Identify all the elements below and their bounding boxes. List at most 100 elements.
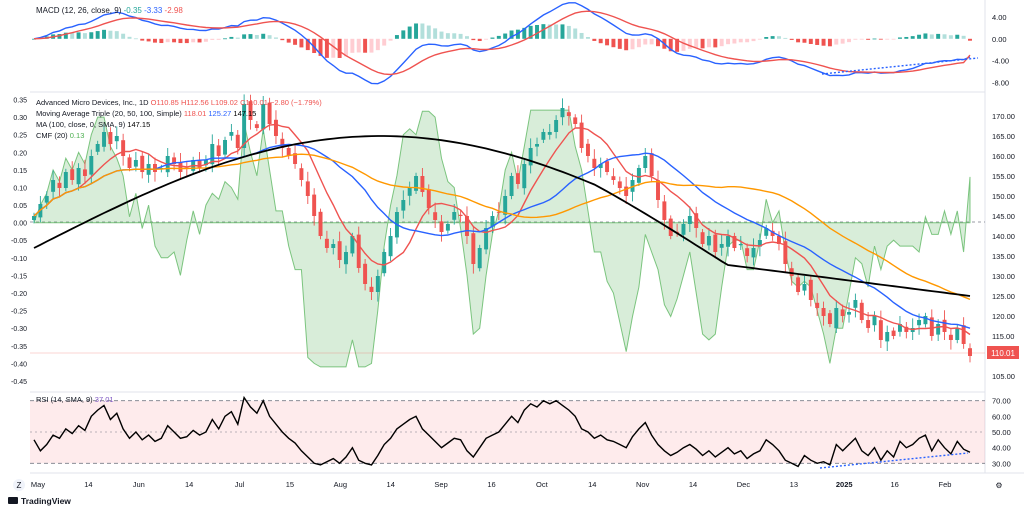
price-tick-label: 130.00 xyxy=(992,272,1015,281)
candle-body xyxy=(477,248,482,269)
candle-body xyxy=(592,158,597,168)
rsi-divergence-line xyxy=(819,452,969,469)
macd-hist-bar xyxy=(452,33,457,39)
macd-hist-bar xyxy=(477,38,482,42)
macd-hist-bar xyxy=(649,38,654,45)
price-tick-label: 155.00 xyxy=(992,172,1015,181)
macd-hist-bar xyxy=(827,38,832,47)
candle-body xyxy=(242,104,247,148)
candle-body xyxy=(471,233,476,264)
macd-hist-bar xyxy=(706,38,711,48)
x-tick-label: Jun xyxy=(133,480,145,489)
x-tick-label: 13 xyxy=(790,480,798,489)
candle-body xyxy=(229,132,234,136)
candle-body xyxy=(305,181,310,196)
candle-body xyxy=(216,145,221,156)
macd-hist-bar xyxy=(624,38,629,51)
candle-body xyxy=(82,169,87,176)
candle-body xyxy=(796,277,801,292)
candle-body xyxy=(598,164,603,168)
macd-hist-bar xyxy=(770,36,775,39)
macd-hist-bar xyxy=(535,24,539,39)
candle-body xyxy=(426,189,431,208)
candle-body xyxy=(515,173,520,184)
candle-body xyxy=(197,160,202,168)
macd-hist-bar xyxy=(490,37,495,39)
macd-hist-bar xyxy=(840,38,845,44)
macd-hist-bar xyxy=(337,38,342,58)
cmf-tick-label: -0.15 xyxy=(11,273,27,280)
candle-body xyxy=(503,196,508,215)
macd-hist-bar xyxy=(248,34,253,39)
macd-hist-bar xyxy=(643,38,648,45)
macd-hist-bar xyxy=(331,38,336,58)
cmf-legend: CMF (20) 0.13 xyxy=(36,131,84,140)
rsi-tick-label: 70.00 xyxy=(992,397,1011,406)
macd-hist-bar xyxy=(496,35,501,39)
macd-hist-bar xyxy=(153,38,157,43)
rsi-line xyxy=(33,395,971,468)
candle-body xyxy=(102,132,107,147)
candle-body xyxy=(904,326,909,332)
candle-body xyxy=(579,122,584,148)
candle-body xyxy=(318,211,323,236)
macd-hist-bar xyxy=(560,24,565,39)
candle-body xyxy=(312,194,317,216)
macd-hist-bar xyxy=(70,32,75,39)
macd-hist-bar xyxy=(713,38,718,48)
macd-hist-bar xyxy=(566,25,571,39)
candle-body xyxy=(89,156,94,175)
x-tick-label: 15 xyxy=(286,480,294,489)
candle-body xyxy=(484,228,489,250)
candle-body xyxy=(891,330,896,336)
macd-hist-bar xyxy=(700,38,705,49)
macd-line xyxy=(33,2,971,85)
macd-hist-bar xyxy=(904,36,909,39)
auto-scale-button[interactable] xyxy=(13,479,25,491)
candle-body xyxy=(95,144,100,152)
x-tick-label: 16 xyxy=(890,480,898,489)
macd-hist-bar xyxy=(420,23,425,39)
candle-body xyxy=(770,230,775,236)
macd-hist-bar xyxy=(585,37,590,39)
macd-hist-bar xyxy=(76,32,81,39)
candle-body xyxy=(178,162,183,172)
price-tick-label: 105.00 xyxy=(992,372,1015,381)
candle-body xyxy=(541,132,546,140)
x-tick-label: Nov xyxy=(636,480,650,489)
cmf-tick-label: -0.45 xyxy=(11,379,27,386)
price-pane: 170.00 165.00 160.00 155.00 150.00 145.00 140.… xyxy=(11,94,1019,386)
ma-triple-legend: Moving Average Triple (20, 50, 100, Simp… xyxy=(36,109,256,118)
candle-body xyxy=(121,140,126,156)
tradingview-logo[interactable]: TradingView xyxy=(8,496,71,506)
macd-hist-bar xyxy=(318,38,323,56)
candle-body xyxy=(566,112,571,116)
macd-hist-bar xyxy=(82,33,87,39)
x-tick-label: Aug xyxy=(334,480,347,489)
x-tick-label: Sep xyxy=(434,480,447,489)
candle-body xyxy=(605,161,610,172)
candle-body xyxy=(490,216,495,227)
macd-hist-bar xyxy=(95,31,100,39)
candle-body xyxy=(522,164,527,189)
candle-body xyxy=(700,232,705,244)
macd-hist-bar xyxy=(859,38,864,40)
gear-icon[interactable]: ⚙ xyxy=(995,481,1002,490)
candle-body xyxy=(452,212,457,220)
candle-body xyxy=(662,201,667,220)
price-tick-label: 140.00 xyxy=(992,232,1015,241)
candle-body xyxy=(630,180,635,192)
macd-hist-bar xyxy=(968,38,972,41)
candle-body xyxy=(560,108,565,118)
macd-hist-bar xyxy=(216,38,221,40)
macd-hist-bar xyxy=(484,38,489,40)
candle-body xyxy=(656,180,660,200)
branding-label: TradingView xyxy=(21,496,71,506)
macd-hist-bar xyxy=(178,38,183,44)
macd-histogram xyxy=(32,23,972,58)
candle-body xyxy=(70,169,75,180)
candle-body xyxy=(324,238,329,248)
macd-hist-bar xyxy=(694,38,699,49)
